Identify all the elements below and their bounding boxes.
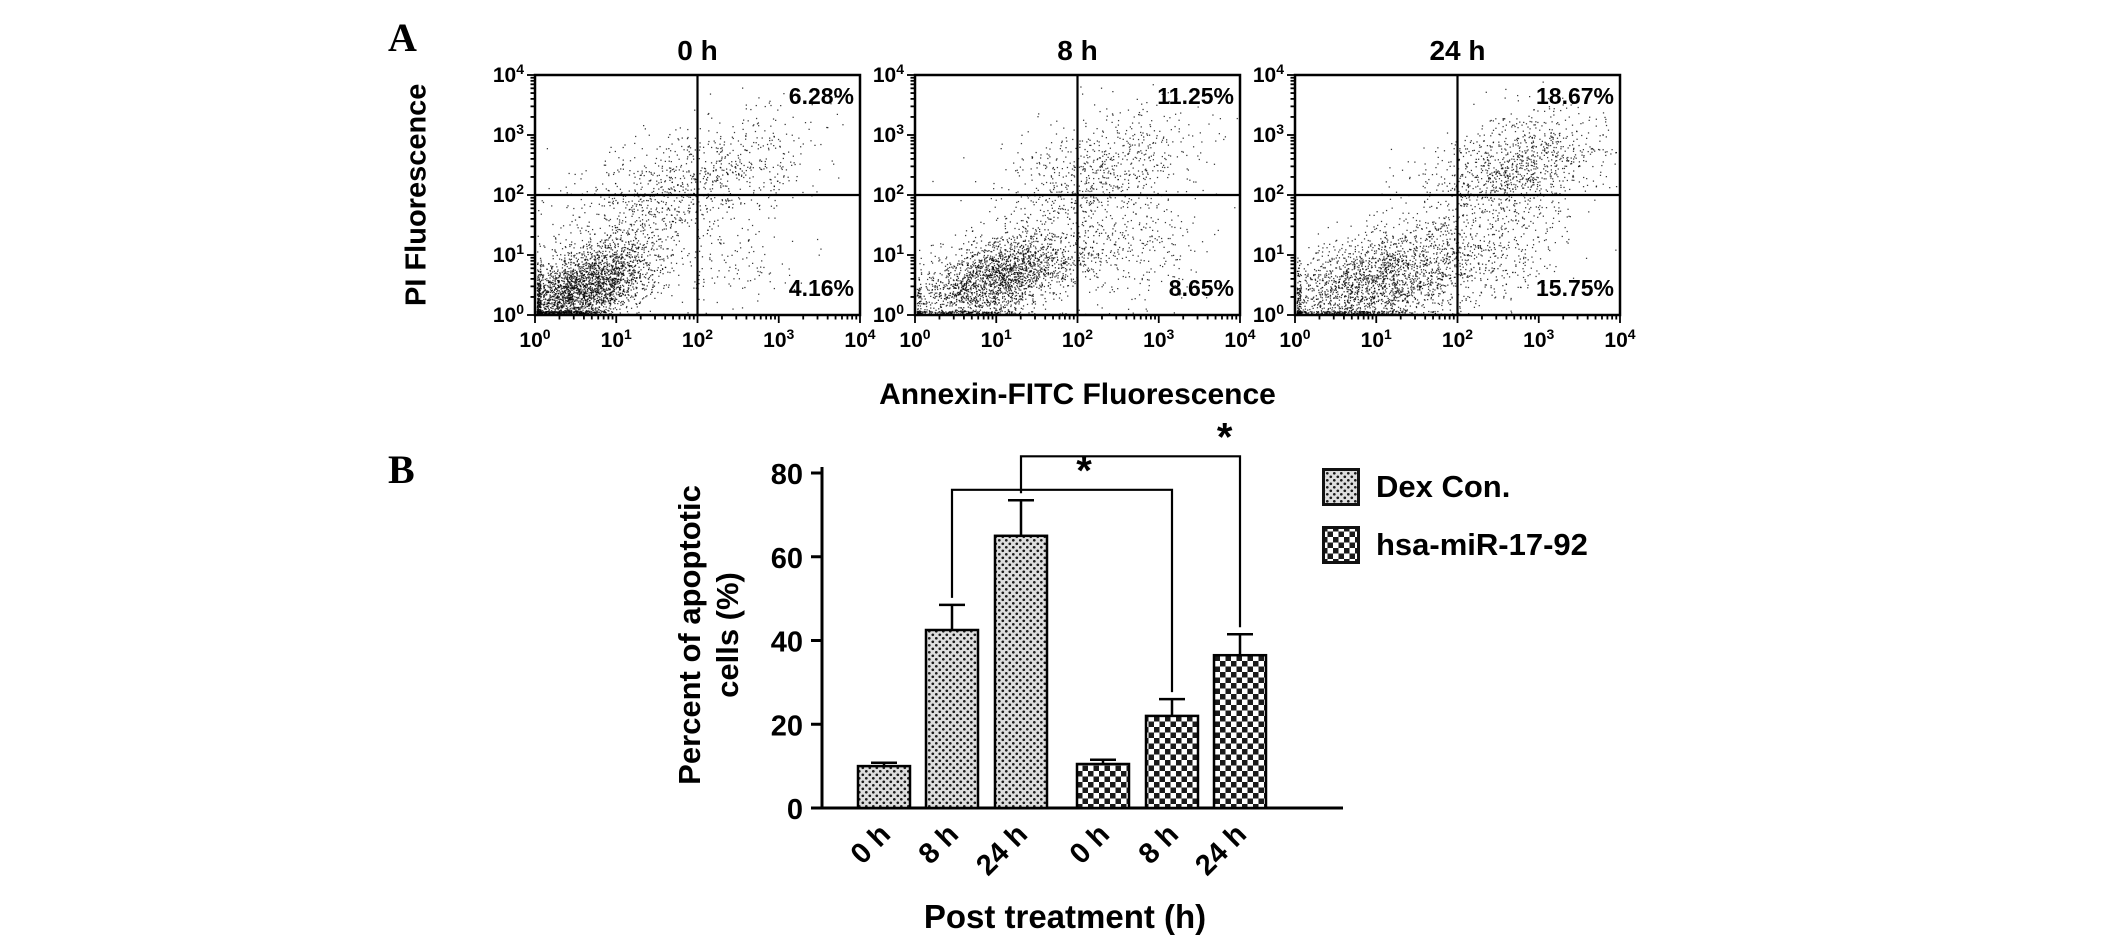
svg-text:100: 100	[899, 326, 930, 352]
svg-text:104: 104	[1253, 61, 1284, 87]
svg-text:*: *	[1217, 415, 1233, 459]
panel-a-label: A	[388, 15, 417, 60]
flow-plot-title: 8 h	[1057, 35, 1098, 66]
svg-text:0 h: 0 h	[845, 818, 897, 870]
upper-right-quadrant-pct: 18.67%	[1535, 83, 1614, 109]
svg-text:*: *	[1076, 449, 1092, 493]
flow-plot-24h: 24 h 18.67% 15.75% 100 100 101 101 102 102 103…	[1240, 35, 1636, 365]
lower-right-quadrant-pct: 15.75%	[1535, 275, 1614, 301]
flow-x-axis-label: Annexin-FITC Fluorescence	[879, 378, 1276, 411]
svg-text:24 h: 24 h	[1189, 818, 1253, 882]
svg-text:100: 100	[1253, 301, 1284, 327]
svg-text:102: 102	[682, 326, 713, 352]
svg-text:103: 103	[1523, 326, 1554, 352]
upper-right-quadrant-pct: 11.25%	[1157, 83, 1234, 109]
svg-text:100: 100	[873, 301, 904, 327]
flow-plot-0h: 0 h 6.28% 4.16% 100 100 101 101 102 102 103 103…	[480, 35, 876, 365]
svg-text:60: 60	[771, 543, 803, 575]
svg-text:103: 103	[1253, 121, 1284, 147]
flow-y-axis-label: PI Fluorescence	[400, 83, 433, 307]
legend-row-hsa-mir: hsa-miR-17-92	[1322, 526, 1588, 564]
legend-row-dex-con: Dex Con.	[1322, 468, 1588, 506]
svg-text:102: 102	[1062, 326, 1093, 352]
svg-text:103: 103	[1143, 326, 1174, 352]
legend-label-hsa-mir: hsa-miR-17-92	[1376, 527, 1588, 562]
svg-text:cells (%): cells (%)	[710, 572, 745, 698]
svg-text:100: 100	[493, 301, 524, 327]
upper-right-quadrant-pct: 6.28%	[788, 83, 854, 109]
svg-text:40: 40	[771, 627, 803, 659]
panel-b-label: B	[388, 447, 415, 492]
svg-text:103: 103	[873, 121, 904, 147]
svg-text:0 h: 0 h	[1064, 818, 1116, 870]
flow-plot-row: 0 h 6.28% 4.16% 100 100 101 101 102 102 103 103…	[480, 35, 1636, 365]
lower-right-quadrant-pct: 8.65%	[1168, 275, 1234, 301]
svg-text:80: 80	[771, 459, 803, 491]
svg-text:Post treatment (h): Post treatment (h)	[924, 898, 1206, 935]
svg-text:101: 101	[1253, 241, 1284, 267]
svg-text:101: 101	[981, 326, 1012, 352]
flow-plot-title: 24 h	[1429, 35, 1486, 66]
svg-text:102: 102	[493, 181, 524, 207]
legend-label-dex-con: Dex Con.	[1376, 469, 1511, 504]
lower-right-quadrant-pct: 4.16%	[788, 275, 854, 301]
svg-text:102: 102	[1253, 181, 1284, 207]
svg-text:104: 104	[493, 61, 524, 87]
svg-text:104: 104	[873, 61, 904, 87]
svg-text:102: 102	[1442, 326, 1473, 352]
flow-plot-title: 0 h	[677, 35, 718, 66]
bar-chart-legend: Dex Con. hsa-miR-17-92	[1322, 468, 1588, 584]
hsa-mir-pattern-swatch	[1322, 526, 1360, 564]
svg-text:101: 101	[601, 326, 632, 352]
svg-text:0: 0	[787, 794, 803, 826]
dex-con-pattern-swatch	[1322, 468, 1360, 506]
svg-text:101: 101	[1361, 326, 1392, 352]
svg-text:102: 102	[873, 181, 904, 207]
flow-plot-8h: 8 h 11.25% 8.65% 100 100 101 101 102 102 103 10…	[860, 35, 1256, 365]
svg-text:24 h: 24 h	[970, 818, 1034, 882]
svg-text:100: 100	[519, 326, 550, 352]
svg-text:8 h: 8 h	[913, 818, 965, 870]
svg-text:103: 103	[493, 121, 524, 147]
svg-text:103: 103	[763, 326, 794, 352]
svg-text:8 h: 8 h	[1133, 818, 1185, 870]
svg-text:100: 100	[1279, 326, 1310, 352]
svg-text:104: 104	[1604, 326, 1635, 352]
svg-text:20: 20	[771, 710, 803, 742]
svg-text:101: 101	[493, 241, 524, 267]
svg-text:101: 101	[873, 241, 904, 267]
svg-text:Percent of apoptotic: Percent of apoptotic	[672, 485, 707, 785]
